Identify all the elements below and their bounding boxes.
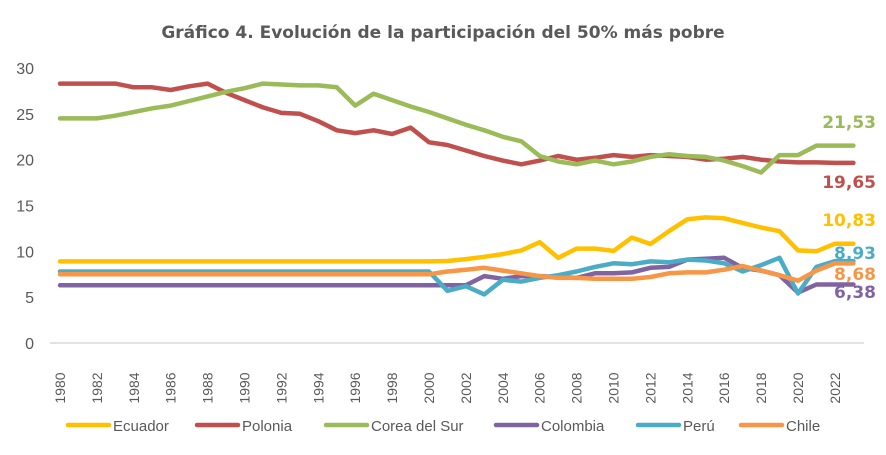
x-tick-label: 1990	[237, 372, 253, 403]
legend-item: Chile	[738, 418, 820, 435]
y-axis: 0 5 10 15 20 25 30	[16, 61, 34, 353]
x-tick-label: 1980	[52, 372, 68, 403]
legend: Ecuador Polonia Corea del Sur Colombia Perú C…	[65, 418, 820, 435]
y-tick-label: 25	[16, 107, 34, 124]
end-value-label: 19,65	[822, 173, 876, 193]
y-tick-label: 15	[16, 199, 34, 216]
end-value-label: 8,93	[834, 244, 876, 264]
legend-label: Ecuador	[113, 418, 169, 435]
series-lines	[57, 81, 856, 297]
legend-item: Ecuador	[65, 418, 169, 435]
legend-item: Corea del Sur	[323, 418, 464, 435]
x-tick-label: 2020	[790, 372, 806, 403]
series-line-peru	[57, 255, 856, 297]
x-tick-label: 1984	[126, 372, 142, 403]
x-tick-label: 2006	[532, 372, 548, 403]
end-value-label: 10,83	[822, 211, 876, 231]
legend-item: Colombia	[493, 418, 605, 435]
x-tick-label: 1998	[384, 372, 400, 403]
series-line-colombia	[57, 255, 856, 295]
series-line-chile	[57, 261, 856, 283]
x-tick-label: 2004	[495, 372, 511, 403]
legend-item: Polonia	[194, 418, 293, 435]
x-tick-label: 2002	[458, 372, 474, 403]
y-tick-label: 5	[25, 290, 34, 307]
series-line-ecuador	[57, 215, 856, 264]
x-tick-label: 2010	[606, 372, 622, 403]
x-tick-label: 1982	[89, 372, 105, 403]
legend-label: Chile	[786, 418, 820, 435]
end-value-label: 6,38	[834, 283, 876, 303]
legend-label: Colombia	[541, 418, 605, 435]
legend-label: Polonia	[242, 418, 293, 435]
legend-label: Perú	[683, 418, 715, 435]
x-tick-label: 2014	[679, 372, 695, 403]
x-tick-label: 1994	[310, 372, 326, 403]
x-tick-label: 2018	[753, 372, 769, 403]
y-tick-label: 10	[16, 244, 34, 261]
x-tick-label: 2022	[827, 372, 843, 403]
end-value-label: 21,53	[822, 113, 876, 133]
end-labels: 10,83 19,65 21,53 6,38 8,938,68	[822, 113, 876, 303]
series-line-corea-del-sur	[57, 81, 856, 175]
legend-item: Perú	[635, 418, 715, 435]
x-tick-label: 2012	[642, 372, 658, 403]
x-tick-label: 2016	[716, 372, 732, 403]
legend-label: Corea del Sur	[371, 418, 464, 435]
x-tick-label: 2008	[569, 372, 585, 403]
x-axis: 1980 1982 1984 1986 1988 1990 1992 1994 1996 1998…	[52, 372, 843, 403]
x-tick-label: 1992	[273, 372, 289, 403]
end-value-label: 8,68	[834, 265, 876, 285]
y-tick-label: 0	[25, 336, 34, 353]
x-tick-label: 1986	[163, 372, 179, 403]
y-tick-label: 30	[16, 61, 34, 78]
y-tick-label: 20	[16, 153, 34, 170]
chart-title: Gráfico 4. Evolución de la participación…	[161, 23, 724, 43]
x-tick-label: 2000	[421, 372, 437, 403]
x-tick-label: 1988	[200, 372, 216, 403]
x-tick-label: 1996	[347, 372, 363, 403]
